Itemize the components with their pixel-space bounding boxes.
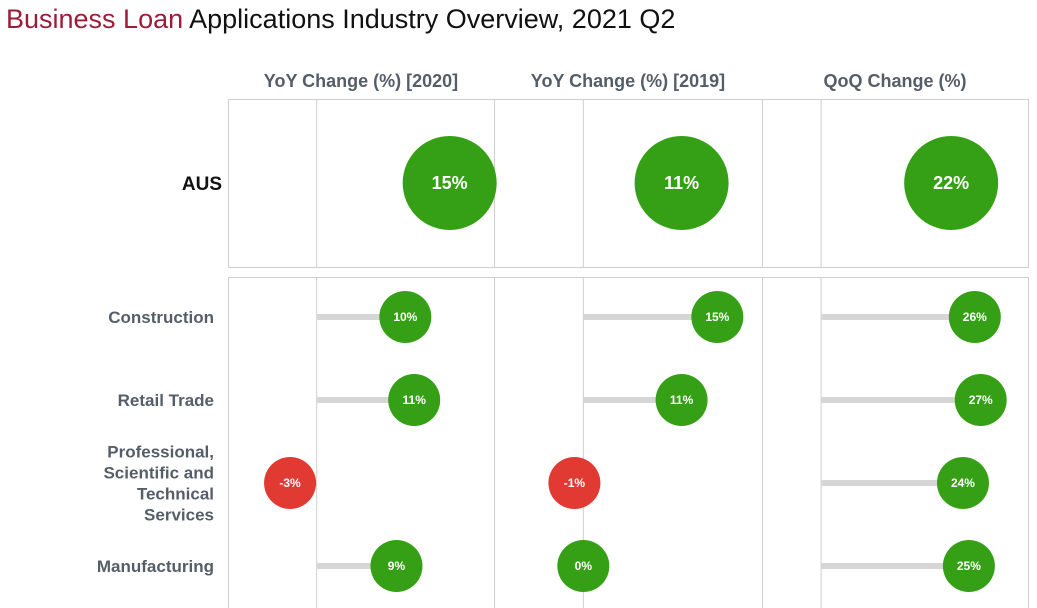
chart-title: Business Loan Applications Industry Over…	[6, 4, 675, 35]
bubble-label-3-1: 26%	[963, 310, 987, 324]
aggregate-bubble-3	[904, 136, 999, 230]
bubble-label-1-4: 9%	[388, 559, 406, 573]
bubble-label-1-3: -3%	[279, 476, 301, 490]
bubble-3-4	[942, 540, 995, 592]
aggregate-bubble-label-2: 11%	[664, 173, 699, 193]
bubble-label-3-2: 27%	[969, 393, 993, 407]
bubble-label-1-2: 11%	[403, 393, 427, 407]
bubble-1-3	[264, 457, 317, 509]
bubble-label-2-3: -1%	[564, 476, 586, 490]
bubble-label-2-2: 11%	[670, 393, 694, 407]
bubble-2-3	[548, 457, 601, 509]
bubble-3-3	[936, 457, 989, 509]
aggregate-panel-3	[762, 99, 1029, 268]
category-label-4: Manufacturing	[97, 557, 214, 576]
bubble-2-1	[691, 291, 744, 343]
bubble-1-2	[388, 374, 441, 426]
aggregate-row-label: AUS	[182, 174, 222, 195]
bubble-label-2-4: 0%	[575, 559, 593, 573]
category-panel-1	[228, 277, 495, 608]
chart-title-accent: Business Loan	[6, 4, 184, 34]
category-label-2: Retail Trade	[118, 391, 214, 410]
aggregate-bubble-2	[634, 136, 729, 230]
bubble-label-1-1: 10%	[393, 310, 417, 324]
category-label-line: Scientific and	[103, 464, 214, 483]
category-panel-3	[762, 277, 1029, 608]
category-label-line: Services	[144, 506, 214, 525]
aggregate-bubble-label-1: 15%	[432, 173, 468, 193]
bubble-label-3-4: 25%	[957, 559, 981, 573]
bubble-1-4	[370, 540, 423, 592]
aggregate-bubble-1	[402, 136, 497, 230]
column-header-2: YoY Change (%) [2019]	[531, 71, 725, 91]
bubble-2-4	[557, 540, 610, 592]
column-header-3: QoQ Change (%)	[824, 71, 967, 91]
category-label-line: Technical	[137, 485, 214, 504]
category-label-3: Professional, Scientific and Technical Serv…	[103, 443, 214, 525]
category-label-1: Construction	[108, 308, 214, 327]
category-label-line: Retail Trade	[118, 391, 214, 410]
bubble-3-2	[954, 374, 1007, 426]
column-header-1: YoY Change (%) [2020]	[264, 71, 458, 91]
category-label-line: Manufacturing	[97, 557, 214, 576]
bubble-1-1	[379, 291, 432, 343]
bubble-2-2	[655, 374, 708, 426]
category-label-line: Construction	[108, 308, 214, 327]
category-label-line: Professional,	[107, 443, 214, 462]
bubble-label-2-1: 15%	[705, 310, 729, 324]
chart-title-rest: Applications Industry Overview, 2021 Q2	[183, 4, 676, 34]
bubble-3-1	[948, 291, 1001, 343]
bubble-label-3-3: 24%	[951, 476, 975, 490]
aggregate-bubble-label-3: 22%	[933, 173, 969, 193]
